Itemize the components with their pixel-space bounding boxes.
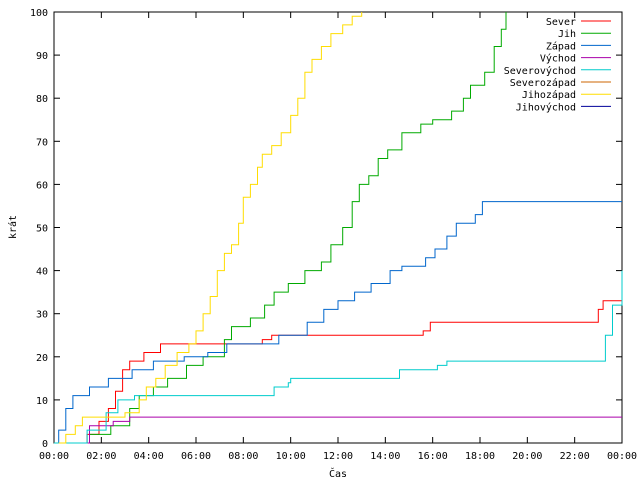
x-tick-label: 16:00	[418, 451, 448, 462]
y-tick-label: 50	[36, 224, 48, 235]
y-axis-label: krát	[7, 215, 19, 239]
x-tick-label: 04:00	[134, 451, 164, 462]
series-line-1	[70, 12, 507, 444]
y-tick-label: 20	[36, 353, 48, 364]
x-tick-label: 18:00	[465, 451, 495, 462]
y-tick-label: 70	[36, 137, 48, 148]
y-tick-label: 100	[30, 8, 48, 19]
x-tick-label: 10:00	[276, 451, 306, 462]
legend-label: Jihozápad	[522, 89, 576, 101]
legend: SeverJihZápadVýchodSeverovýchodSeverozáp…	[504, 17, 611, 113]
legend-label: Západ	[546, 40, 576, 52]
legend-label: Severovýchod	[504, 65, 576, 77]
x-axis: 00:00 02:00 04:00 06:00 08:00 10:00 12:00 14:00…	[39, 12, 637, 462]
y-tick-label: 0	[42, 439, 48, 450]
y-tick-label: 10	[36, 396, 48, 407]
x-tick-label: 00:00	[607, 451, 637, 462]
x-tick-label: 20:00	[512, 451, 542, 462]
x-axis-label: Čas	[329, 467, 347, 480]
series-line-2	[54, 201, 622, 444]
y-tick-label: 40	[36, 267, 48, 278]
y-axis: 0 10 20 30 40 50 60 70 80 90 100	[30, 8, 622, 450]
series-line-6	[58, 12, 363, 444]
legend-label: Východ	[540, 53, 576, 65]
series-line-4	[54, 270, 623, 444]
x-tick-label: 12:00	[323, 451, 353, 462]
x-tick-label: 14:00	[370, 451, 400, 462]
x-tick-label: 08:00	[228, 451, 258, 462]
x-tick-label: 22:00	[560, 451, 590, 462]
series-layer	[54, 12, 623, 444]
x-tick-label: 02:00	[86, 451, 116, 462]
y-tick-label: 80	[36, 94, 48, 105]
legend-label: Sever	[546, 17, 576, 28]
x-tick-label: 06:00	[181, 451, 211, 462]
legend-label: Jihovýchod	[516, 101, 576, 113]
y-tick-label: 60	[36, 180, 48, 191]
legend-label: Severozápad	[510, 77, 576, 89]
y-tick-label: 90	[36, 51, 48, 62]
legend-label: Jih	[558, 29, 576, 40]
y-tick-label: 30	[36, 310, 48, 321]
x-tick-label: 00:00	[39, 451, 69, 462]
series-line-0	[72, 300, 622, 444]
